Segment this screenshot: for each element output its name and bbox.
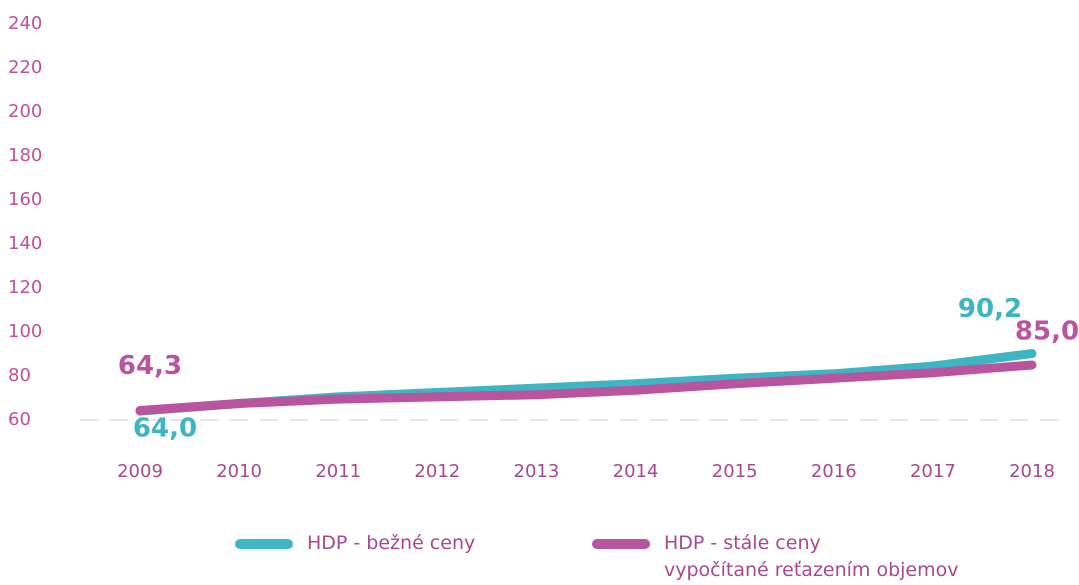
y-tick-label: 180 bbox=[8, 145, 42, 166]
x-tick-label: 2018 bbox=[1009, 461, 1055, 482]
legend-item: HDP - bežné ceny bbox=[235, 530, 475, 557]
x-tick-label: 2015 bbox=[712, 461, 758, 482]
x-tick-label: 2013 bbox=[514, 461, 560, 482]
y-tick-label: 220 bbox=[8, 57, 42, 78]
x-tick-label: 2014 bbox=[613, 461, 659, 482]
data-label: 90,2 bbox=[958, 294, 1022, 324]
y-tick-label: 240 bbox=[8, 13, 42, 34]
chart: 60 80 100 120 140 160 180 200 220 240 2009 2010 2011… bbox=[8, 13, 1079, 482]
y-tick-label: 100 bbox=[8, 321, 42, 342]
y-tick-label: 160 bbox=[8, 189, 42, 210]
x-tick-label: 2012 bbox=[414, 461, 460, 482]
legend-swatch bbox=[235, 539, 293, 549]
x-tick-label: 2017 bbox=[910, 461, 956, 482]
legend-item: HDP - stále ceny vypočítané reťazením ob… bbox=[592, 530, 959, 584]
data-label: 85,0 bbox=[1015, 317, 1079, 347]
y-tick-label: 200 bbox=[8, 101, 42, 122]
legend-swatch bbox=[592, 539, 650, 549]
x-tick-label: 2009 bbox=[117, 461, 163, 482]
y-tick-label: 120 bbox=[8, 277, 42, 298]
legend-label: HDP - bežné ceny bbox=[307, 532, 476, 554]
y-tick-label: 140 bbox=[8, 233, 42, 254]
legend: HDP - bežné ceny HDP - stále ceny vypočít… bbox=[0, 530, 1079, 585]
series-line bbox=[135, 360, 1037, 416]
data-label: 64,0 bbox=[133, 414, 197, 444]
x-tick-label: 2010 bbox=[216, 461, 262, 482]
y-tick-label: 60 bbox=[8, 409, 31, 430]
y-tick-label: 80 bbox=[8, 365, 31, 386]
legend-label: HDP - stále ceny vypočítané reťazením ob… bbox=[664, 532, 959, 581]
data-label: 64,3 bbox=[118, 351, 182, 381]
x-tick-label: 2011 bbox=[315, 461, 361, 482]
x-tick-label: 2016 bbox=[811, 461, 857, 482]
